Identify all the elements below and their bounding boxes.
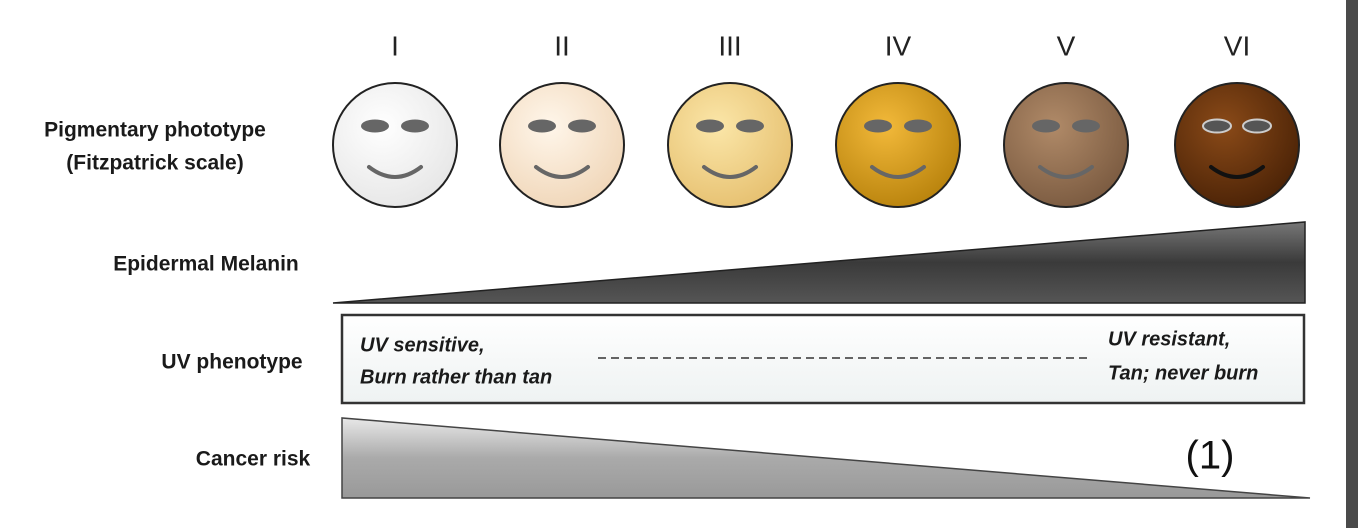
melanin-wedge xyxy=(332,221,1306,304)
mouth xyxy=(1209,165,1265,179)
face xyxy=(332,82,458,208)
mouth xyxy=(367,165,423,179)
phototype-label: V xyxy=(1057,30,1076,61)
face xyxy=(835,82,961,208)
phototype-label: I xyxy=(391,30,399,61)
uv-box xyxy=(340,313,1306,405)
eye xyxy=(736,119,764,133)
face xyxy=(1174,82,1300,208)
phototype-label: IV xyxy=(885,30,912,61)
mouth xyxy=(870,165,926,179)
row-label: (Fitzpatrick scale) xyxy=(66,152,243,175)
row-label: UV phenotype xyxy=(161,351,302,374)
eye xyxy=(1202,118,1232,134)
frame-edge xyxy=(1346,0,1358,528)
face xyxy=(667,82,793,208)
eye xyxy=(696,119,724,133)
face xyxy=(499,82,625,208)
eye xyxy=(1072,119,1100,133)
mouth xyxy=(1038,165,1094,179)
uv-text: Burn rather than tan xyxy=(360,366,552,388)
eye xyxy=(1032,119,1060,133)
mouth xyxy=(702,165,758,179)
uv-text: UV resistant, xyxy=(1108,328,1230,350)
eye xyxy=(1242,118,1272,134)
row-label: Pigmentary phototype xyxy=(44,119,266,142)
cancer-wedge xyxy=(341,417,1311,499)
eye xyxy=(568,119,596,133)
phototype-label: VI xyxy=(1224,30,1250,61)
eye xyxy=(528,119,556,133)
face xyxy=(1003,82,1129,208)
eye xyxy=(361,119,389,133)
uv-text: Tan; never burn xyxy=(1108,362,1258,384)
faces: I II III IV V VI xyxy=(332,30,1300,208)
eye xyxy=(904,119,932,133)
mouth xyxy=(534,165,590,179)
eye xyxy=(401,119,429,133)
phototype-label: II xyxy=(554,30,570,61)
eye xyxy=(864,119,892,133)
row-label: Cancer risk xyxy=(196,448,311,471)
phototype-label: III xyxy=(718,30,741,61)
uv-text: UV sensitive, xyxy=(360,334,485,356)
row-label: Epidermal Melanin xyxy=(113,253,299,276)
annotation: (1) xyxy=(1186,434,1235,478)
